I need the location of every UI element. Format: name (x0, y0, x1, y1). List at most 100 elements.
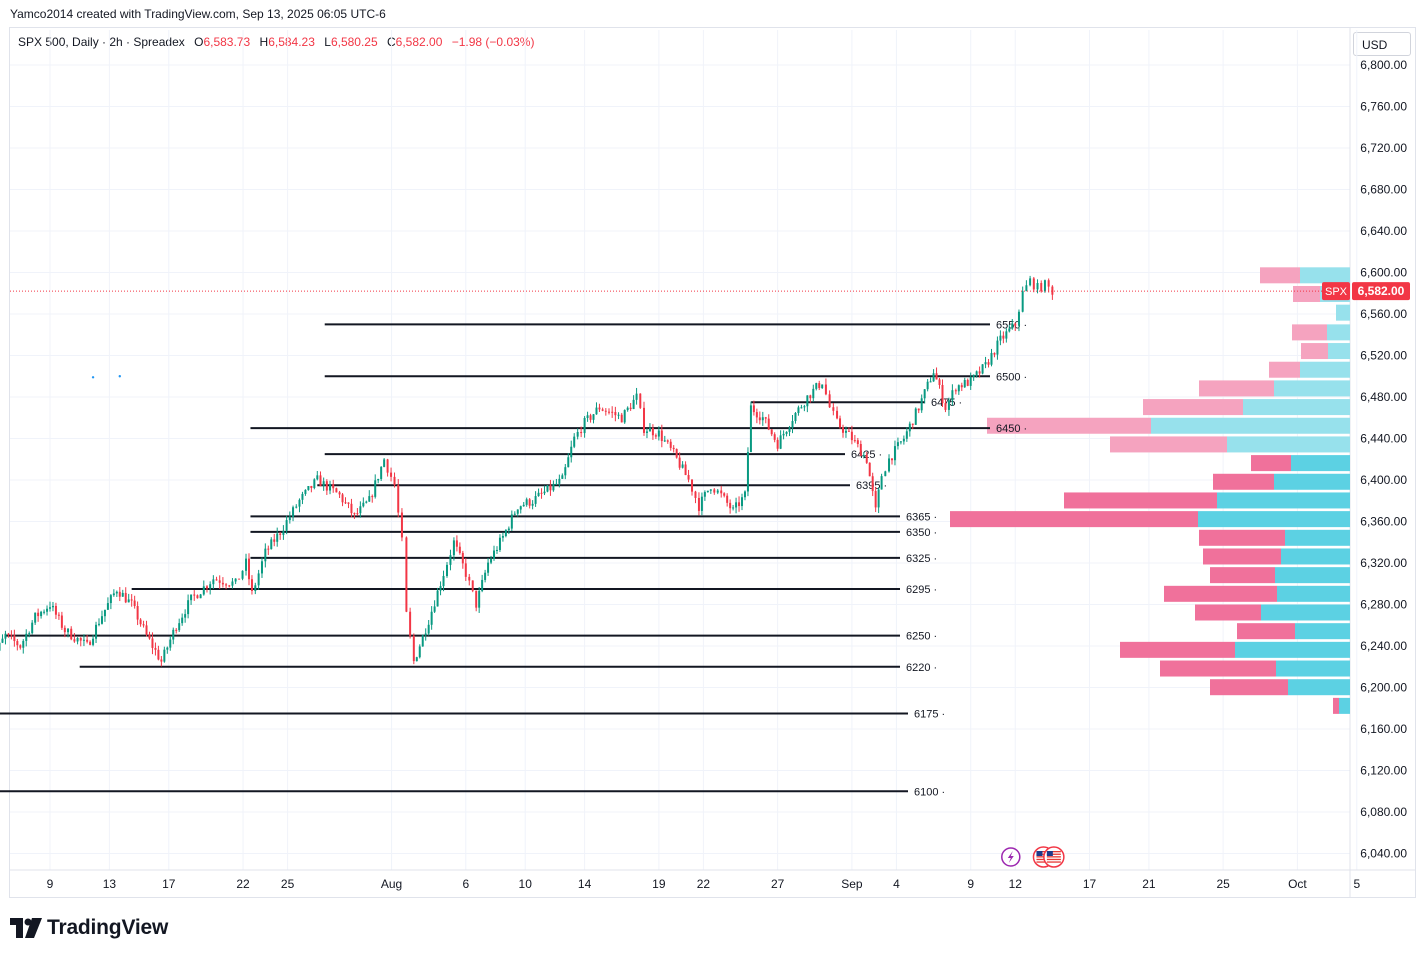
volume-profile-down-bar (1160, 660, 1276, 677)
candle (818, 380, 821, 391)
candle (1040, 280, 1043, 293)
candle-body (675, 449, 678, 458)
candle-body (954, 390, 957, 392)
currency-button[interactable]: USD (1353, 32, 1411, 56)
candle-body (824, 384, 827, 395)
candle-body (893, 446, 896, 461)
volume-profile-down-bar (1210, 567, 1275, 584)
candle-body (507, 528, 510, 531)
candle (316, 471, 319, 481)
us-flag-icon-stripe (1046, 856, 1061, 858)
candle (276, 527, 279, 547)
candle (920, 394, 923, 413)
candle (764, 416, 767, 424)
candle (635, 387, 638, 405)
volume-profile-up-bar (1288, 679, 1350, 696)
candle (583, 416, 586, 438)
us-flag-icon[interactable] (1043, 846, 1065, 868)
x-tick-label: Aug (381, 877, 402, 891)
tradingview-logo[interactable]: TradingView (10, 914, 168, 942)
candle-body (329, 484, 332, 491)
y-tick-label: 6,160.00 (1360, 722, 1407, 736)
candle (926, 378, 929, 392)
legend-high-label: H (259, 35, 269, 49)
candle (713, 488, 716, 495)
candle-body (487, 562, 490, 573)
candle (288, 511, 291, 524)
candle-body (313, 479, 316, 488)
candle-body (51, 605, 54, 608)
candle-body (1040, 283, 1043, 292)
candle-body (95, 624, 98, 639)
candle (800, 404, 803, 409)
candle-body (10, 634, 13, 636)
candle (193, 590, 196, 601)
candle-body (540, 492, 543, 494)
candle-body (160, 659, 163, 662)
candle-body (697, 497, 700, 511)
candle (495, 546, 498, 554)
candle (109, 593, 112, 610)
candle (534, 491, 537, 507)
lightning-icon[interactable] (1001, 847, 1021, 867)
candle (79, 637, 82, 647)
candle (758, 411, 761, 425)
candle-body (758, 417, 761, 421)
candle (1014, 322, 1017, 331)
candle (525, 497, 528, 507)
candle (121, 589, 124, 597)
volume-profile-down-bar (1199, 529, 1285, 546)
candle (445, 562, 448, 578)
candle (184, 609, 187, 623)
candle (629, 402, 632, 411)
candle (295, 504, 298, 509)
candle (862, 451, 865, 459)
candle (28, 631, 31, 638)
volume-profile-down-bar (1203, 548, 1281, 565)
candle (82, 634, 85, 647)
volume-profile-up-bar (1336, 304, 1350, 321)
candle (1036, 279, 1039, 294)
marker-dot (118, 375, 121, 378)
legend-symbol[interactable]: SPX 500, Daily · 2h · Spreadex (18, 35, 185, 49)
candle-body (319, 475, 322, 487)
candle (938, 377, 941, 389)
candle (519, 505, 522, 514)
candle (944, 399, 947, 413)
candle-body (794, 412, 797, 422)
candle-body (580, 431, 583, 434)
candle (639, 393, 642, 409)
candle-body (847, 430, 850, 432)
candle-body (199, 594, 202, 599)
candle-body (310, 486, 313, 488)
candle (691, 479, 694, 496)
candle (1025, 280, 1028, 292)
candle (112, 589, 115, 597)
candle-body (984, 362, 987, 365)
candle (1051, 285, 1054, 300)
candle-body (570, 446, 573, 458)
candle (7, 632, 10, 638)
candle (19, 644, 22, 650)
volume-profile-up-bar (1291, 455, 1350, 472)
candle-body (76, 637, 79, 642)
candle-body (282, 530, 285, 535)
candle (31, 620, 34, 635)
tradingview-logo-icon (10, 918, 42, 938)
candle-body (844, 430, 847, 433)
candle-body (818, 383, 821, 389)
candle-body (537, 492, 540, 497)
candle (215, 576, 218, 581)
x-tick-label: Sep (841, 877, 863, 891)
candle (660, 424, 663, 448)
level-label: 6250 · (906, 631, 937, 643)
candle (815, 382, 818, 391)
candle-body (449, 555, 452, 565)
candle-body (212, 579, 215, 585)
candle-body (82, 639, 85, 641)
x-tick-label: Oct (1288, 877, 1307, 891)
candle (580, 426, 583, 438)
symbol-legend[interactable]: SPX 500, Daily · 2h · Spreadex O6,583.73… (18, 35, 534, 49)
candle-body (800, 407, 803, 409)
